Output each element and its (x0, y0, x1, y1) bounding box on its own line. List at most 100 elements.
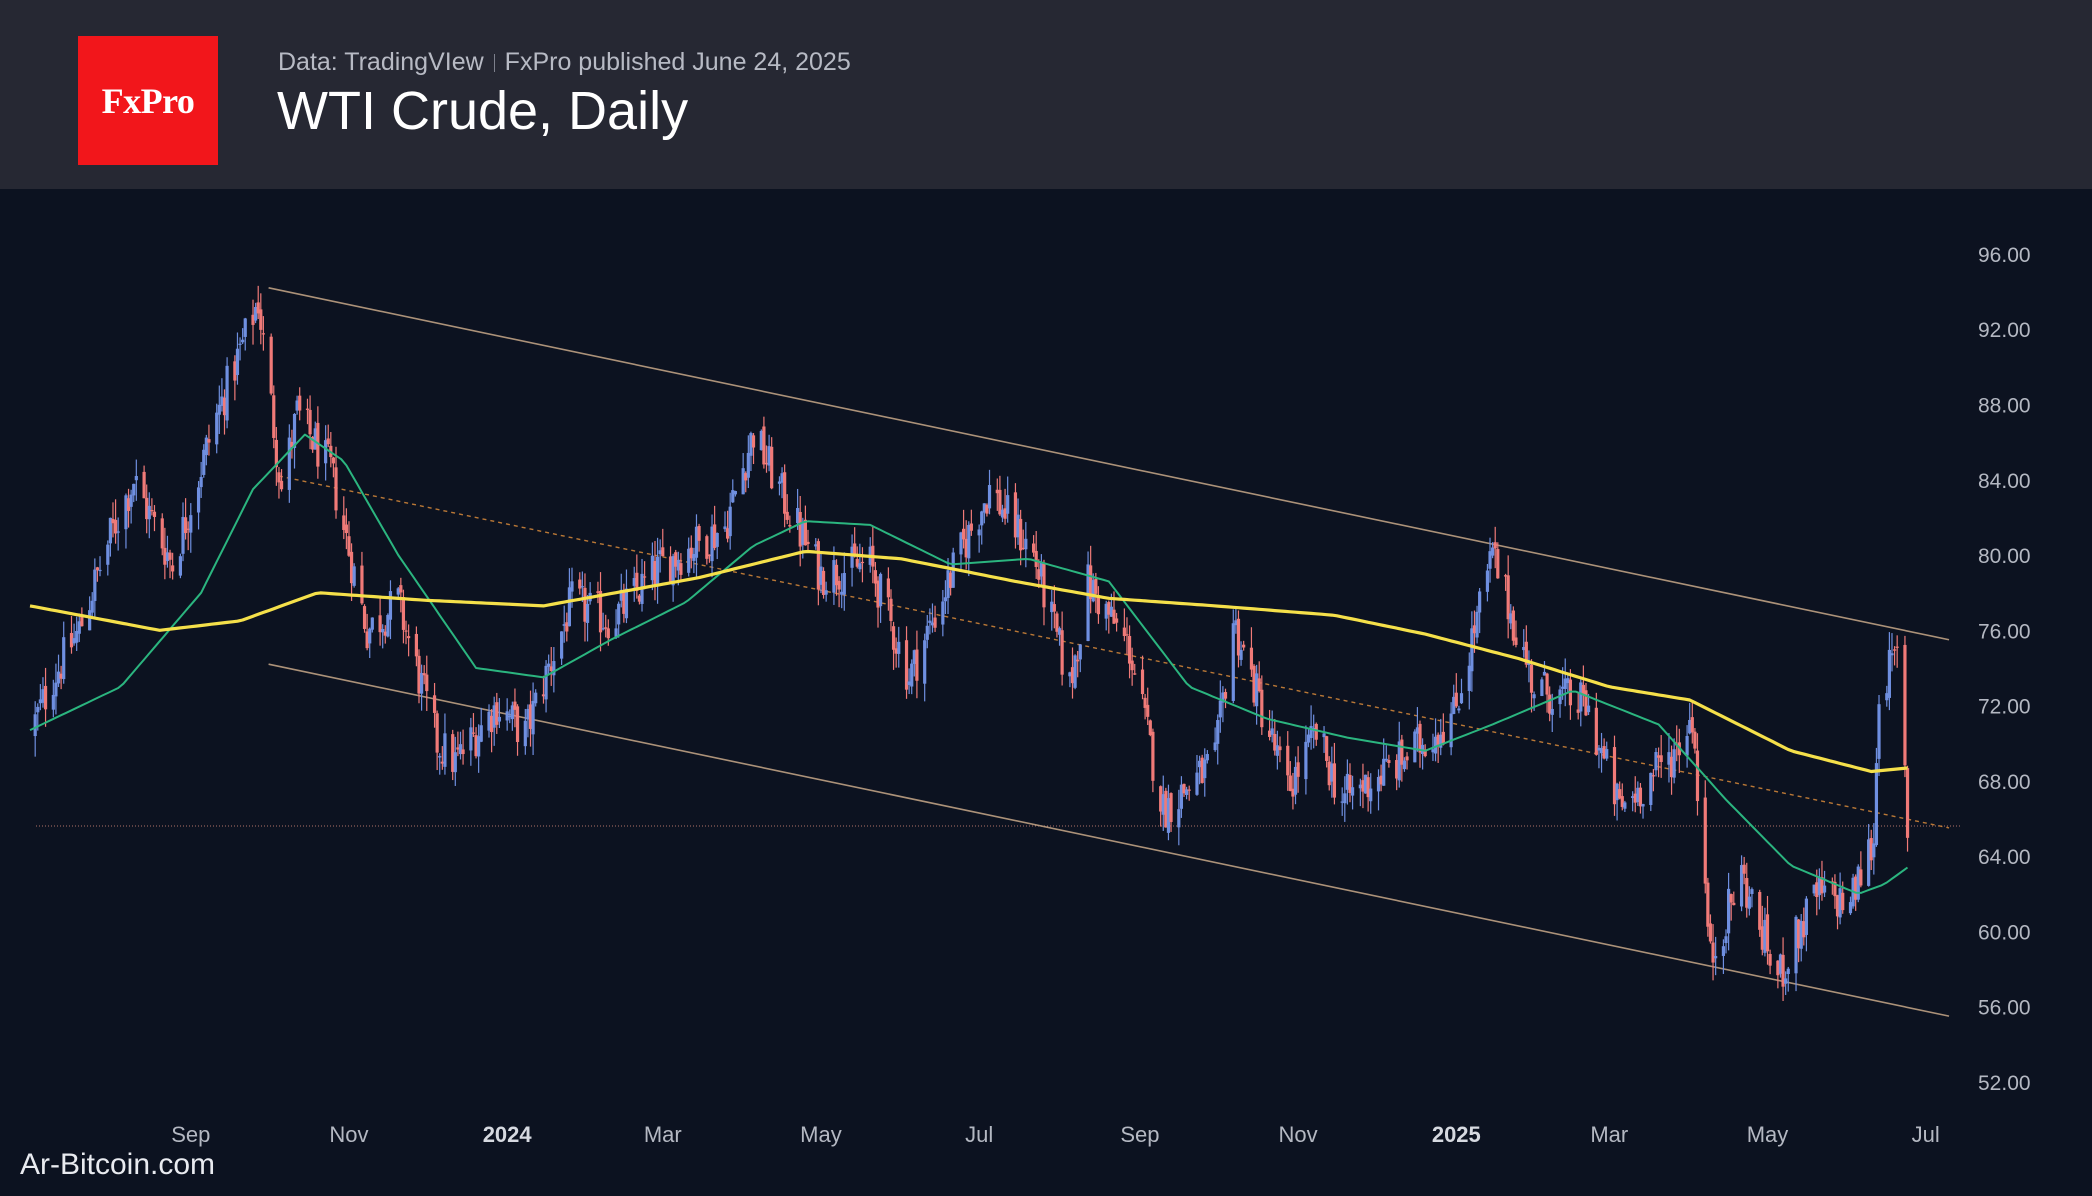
candle-body (414, 633, 418, 657)
candle-body (723, 526, 727, 530)
candle-body (1742, 864, 1746, 874)
candle (925, 615, 929, 649)
candle (1332, 742, 1337, 805)
candle-body (38, 699, 42, 704)
candle-body (1296, 762, 1300, 777)
candle-body (1252, 665, 1256, 703)
candle (443, 713, 447, 775)
y-tick-label: 60.00 (1978, 921, 2031, 944)
candle (189, 503, 193, 553)
candle (147, 492, 151, 539)
candle-body (202, 449, 206, 475)
candle (1231, 609, 1235, 704)
x-tick-label: Mar (1590, 1122, 1628, 1147)
candle-body (980, 511, 984, 526)
candle-body (62, 637, 66, 680)
candle (1566, 672, 1570, 694)
candle-body (1127, 635, 1132, 664)
candle (432, 682, 437, 728)
candle-body (298, 395, 302, 411)
candle (324, 425, 328, 481)
candle (287, 424, 291, 503)
candle-body (1270, 728, 1274, 735)
candle (425, 655, 429, 712)
candle-body (1688, 719, 1692, 734)
candle-body (443, 733, 447, 767)
x-axis: Sep Nov 2024 Mar May Jul Sep Nov 2025 Mar May Jul (171, 1122, 1940, 1147)
candle-body (544, 665, 548, 700)
candle (495, 692, 499, 734)
candle (298, 387, 302, 421)
candle (178, 553, 183, 579)
candle-body (1633, 793, 1637, 803)
candle (961, 509, 966, 549)
candle-body (1239, 649, 1243, 660)
candle-body (552, 661, 556, 676)
candle-body (316, 422, 320, 467)
candle (1068, 671, 1072, 688)
candle-body (806, 541, 810, 545)
data-source-label: Data: TradingVIew (278, 48, 484, 76)
candle (1651, 768, 1655, 792)
candle (637, 594, 642, 605)
candle (1475, 605, 1479, 644)
candle-body (347, 536, 351, 556)
candle-body (824, 590, 828, 595)
candle-body (891, 626, 896, 650)
candle-body (440, 761, 444, 764)
candle (368, 627, 372, 659)
candle (1213, 727, 1217, 752)
candle (1867, 823, 1871, 887)
candle (1358, 778, 1362, 807)
candle-body (181, 516, 185, 554)
candle-body (1667, 752, 1671, 765)
candle (560, 631, 564, 666)
candle-body (1623, 802, 1627, 809)
candle-body (1216, 720, 1220, 744)
candle (915, 630, 919, 699)
candle (477, 724, 481, 773)
candle-body (658, 550, 662, 555)
candle-body (668, 556, 673, 583)
x-tick-label: Nov (1279, 1122, 1318, 1147)
candle (1024, 522, 1028, 568)
candle (1768, 949, 1772, 975)
candle-body (225, 365, 229, 421)
candle-body (1218, 700, 1222, 718)
candle-body (1545, 673, 1549, 695)
candle-body (873, 570, 878, 584)
candle-body (1330, 763, 1334, 782)
candle-body (1348, 774, 1352, 793)
candle (1514, 620, 1518, 648)
candle-body (243, 318, 247, 337)
candle (697, 523, 701, 552)
candle-body (728, 506, 732, 537)
candle-body (705, 536, 709, 559)
candle (1314, 722, 1318, 746)
candle-body (1114, 618, 1119, 623)
candle-body (1563, 678, 1567, 690)
candle-body (1273, 734, 1277, 751)
candle (1439, 718, 1443, 756)
candle-body (352, 566, 356, 586)
candle (1236, 610, 1241, 668)
candle (1623, 800, 1627, 813)
candle (1872, 823, 1876, 875)
candle (1249, 627, 1254, 677)
candle (1418, 720, 1422, 768)
candle-body (1345, 773, 1349, 790)
candle-body (1781, 954, 1785, 987)
candle (1820, 860, 1824, 901)
candle-body (1257, 678, 1261, 692)
candle-body (1636, 787, 1640, 803)
candle (126, 488, 131, 528)
candle-body (1151, 731, 1155, 781)
header-bar: FxPro Data: TradingVIew FxPro published … (0, 0, 2092, 189)
candle (1187, 785, 1191, 801)
candle (1340, 787, 1344, 816)
candle (1822, 870, 1827, 898)
candle-body (1094, 578, 1098, 594)
candle-body (614, 628, 618, 638)
candle (1218, 680, 1222, 733)
candle (171, 552, 175, 580)
